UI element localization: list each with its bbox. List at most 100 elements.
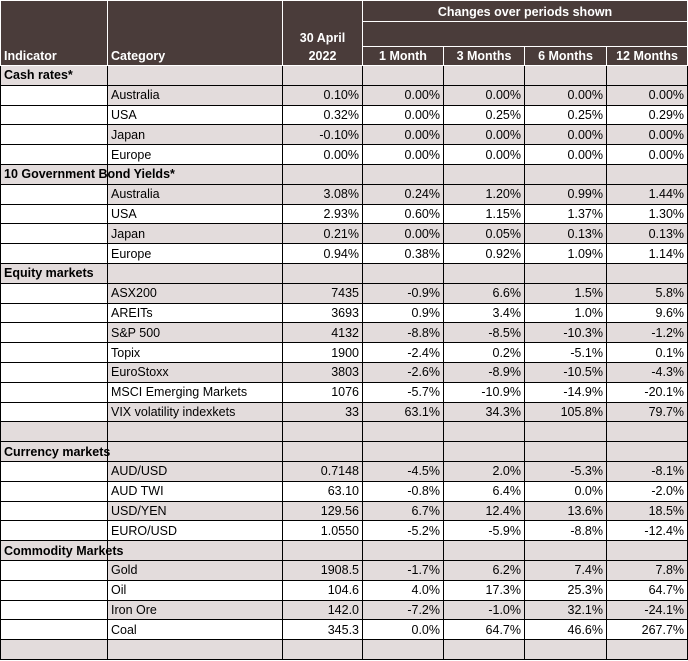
indicator-cell — [0, 223, 108, 245]
header-6-months: 6 Months — [524, 46, 607, 66]
category-cell: Europe — [107, 243, 283, 264]
header-date-line2: 2022 — [308, 49, 337, 63]
m12-cell: 1.14% — [605, 243, 688, 264]
section-empty-cell — [605, 540, 688, 561]
value-cell: 1900 — [282, 342, 363, 363]
value-cell: 1.0550 — [282, 520, 363, 542]
header-changes: Changes over periods shown — [361, 0, 688, 22]
section-empty-cell — [443, 262, 525, 284]
m6-cell: 105.8% — [524, 401, 607, 423]
m1-cell: 0.00% — [362, 144, 444, 165]
section-empty-cell — [443, 163, 525, 185]
value-cell: 0.94% — [282, 243, 363, 264]
m6-cell: 0.00% — [524, 84, 607, 106]
m12-cell: -12.4% — [605, 520, 688, 542]
m6-cell: -14.9% — [524, 381, 607, 403]
header-date: 30 April 2022 — [282, 0, 363, 66]
m12-cell: 0.00% — [605, 144, 688, 165]
section-title: Equity markets — [0, 262, 108, 284]
m12-cell: 9.6% — [605, 302, 688, 324]
blank-cell — [524, 421, 607, 443]
table-body: Cash rates* Australia 0.10% 0.00% 0.00% 0.00%… — [0, 65, 688, 660]
header-date-line1: 30 April — [299, 31, 346, 45]
m3-cell: 0.00% — [443, 144, 525, 165]
table-row: Gold 1908.5 -1.7% 6.2% 7.4% 7.8% — [0, 559, 688, 581]
m3-cell: 2.0% — [443, 460, 525, 482]
m1-cell: -7.2% — [362, 599, 444, 621]
category-cell: USD/YEN — [107, 500, 283, 522]
indicator-cell — [0, 599, 108, 621]
m3-cell: 64.7% — [443, 619, 525, 641]
value-cell: 7435 — [282, 282, 363, 304]
m1-cell: 0.9% — [362, 302, 444, 324]
m12-cell: 18.5% — [605, 500, 688, 522]
category-cell: USA — [107, 203, 283, 225]
m6-cell: -10.3% — [524, 322, 607, 344]
section-empty-cell — [443, 441, 525, 462]
value-cell: 2.93% — [282, 203, 363, 225]
section-empty-cell — [605, 262, 688, 284]
m3-cell: -8.5% — [443, 322, 525, 344]
m6-cell: 13.6% — [524, 500, 607, 522]
section-empty-cell — [282, 163, 363, 185]
m3-cell: 3.4% — [443, 302, 525, 324]
m3-cell: 34.3% — [443, 401, 525, 423]
indicator-cell — [0, 144, 108, 165]
table-row: AUD/USD 0.7148 -4.5% 2.0% -5.3% -8.1% — [0, 460, 688, 482]
value-cell: 0.10% — [282, 84, 363, 106]
m1-cell: 6.7% — [362, 500, 444, 522]
m6-cell: 0.99% — [524, 183, 607, 205]
section-row: Cash rates* — [0, 65, 688, 86]
section-empty-cell — [443, 65, 525, 86]
m1-cell: -5.2% — [362, 520, 444, 542]
m3-cell: 6.2% — [443, 559, 525, 581]
section-title: 10 Government Bond Yields* — [0, 163, 175, 185]
section-title: Currency markets — [0, 441, 110, 462]
value-cell: 0.21% — [282, 223, 363, 245]
table-row: Australia 3.08% 0.24% 1.20% 0.99% 1.44% — [0, 183, 688, 205]
header-spacer — [361, 21, 688, 47]
m1-cell: 0.24% — [362, 183, 444, 205]
indicator-cell — [0, 480, 108, 502]
value-cell: 33 — [282, 401, 363, 423]
m6-cell: 7.4% — [524, 559, 607, 581]
m12-cell: 0.1% — [605, 342, 688, 363]
section-empty-cell — [362, 65, 444, 86]
value-cell: 3693 — [282, 302, 363, 324]
category-cell: EURO/USD — [107, 520, 283, 542]
section-empty-cell — [107, 441, 283, 462]
indicator-cell — [0, 579, 108, 601]
m12-cell: -20.1% — [605, 381, 688, 403]
table-row: Europe 0.94% 0.38% 0.92% 1.09% 1.14% — [0, 243, 688, 264]
value-cell: 4132 — [282, 322, 363, 344]
indicator-cell — [0, 104, 108, 126]
m3-cell: 0.92% — [443, 243, 525, 264]
m6-cell: -10.5% — [524, 361, 607, 383]
indicator-cell — [0, 203, 108, 225]
blank-cell — [107, 639, 283, 660]
category-cell: Europe — [107, 144, 283, 165]
section-row: 10 Government Bond Yields* — [0, 163, 688, 185]
m12-cell: 0.00% — [605, 124, 688, 146]
table-row: Oil 104.6 4.0% 17.3% 25.3% 64.7% — [0, 579, 688, 601]
m1-cell: 0.00% — [362, 84, 444, 106]
m1-cell: 0.00% — [362, 223, 444, 245]
m6-cell: 0.00% — [524, 124, 607, 146]
section-title: Commodity Markets — [0, 540, 123, 561]
m6-cell: 0.0% — [524, 480, 607, 502]
section-empty-cell — [524, 540, 607, 561]
category-cell: Australia — [107, 183, 283, 205]
blank-cell — [107, 421, 283, 443]
m12-cell: 267.7% — [605, 619, 688, 641]
m12-cell: 5.8% — [605, 282, 688, 304]
table-row: EURO/USD 1.0550 -5.2% -5.9% -8.8% -12.4% — [0, 520, 688, 542]
section-empty-cell — [282, 441, 363, 462]
indicator-cell — [0, 520, 108, 542]
m12-cell: 64.7% — [605, 579, 688, 601]
indicator-cell — [0, 619, 108, 641]
category-cell: Australia — [107, 84, 283, 106]
indicator-cell — [0, 401, 108, 423]
m6-cell: 1.5% — [524, 282, 607, 304]
table-row: USA 0.32% 0.00% 0.25% 0.25% 0.29% — [0, 104, 688, 126]
m6-cell: -5.1% — [524, 342, 607, 363]
